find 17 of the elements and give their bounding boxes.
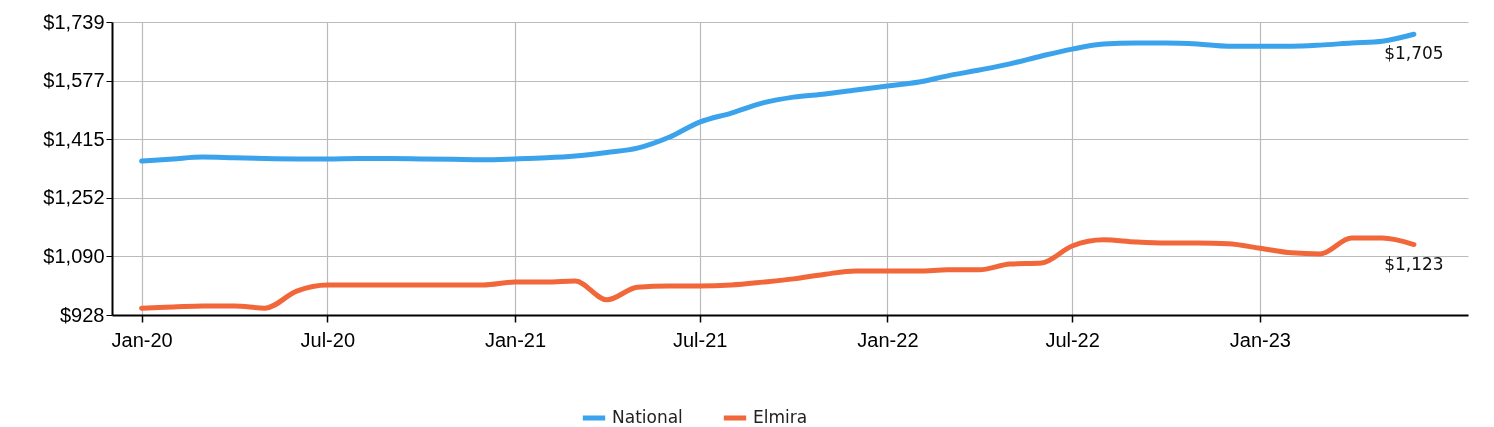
y-tick-label: $1,415 [43, 127, 105, 150]
x-tick-label: Jan-22 [857, 328, 919, 351]
legend-label: National [612, 407, 683, 427]
y-tick-label: $928 [60, 303, 105, 326]
x-tick-label: Jul-20 [300, 328, 356, 351]
y-tick-label: $1,739 [43, 10, 105, 33]
x-tick-label: Jul-22 [1045, 328, 1100, 351]
data-label: $1,705 [1384, 43, 1444, 64]
x-tick-label: Jan-20 [111, 328, 173, 351]
y-tick-label: $1,577 [43, 69, 105, 92]
x-tick-label: Jul-21 [672, 328, 728, 351]
x-tick-label: Jan-23 [1229, 328, 1291, 351]
y-tick-label: $1,252 [43, 186, 105, 209]
legend-label: Elmira [753, 407, 808, 427]
y-tick-label: $1,090 [43, 244, 105, 267]
x-tick-label: Jan-21 [484, 328, 547, 351]
data-label: $1,123 [1384, 253, 1444, 274]
